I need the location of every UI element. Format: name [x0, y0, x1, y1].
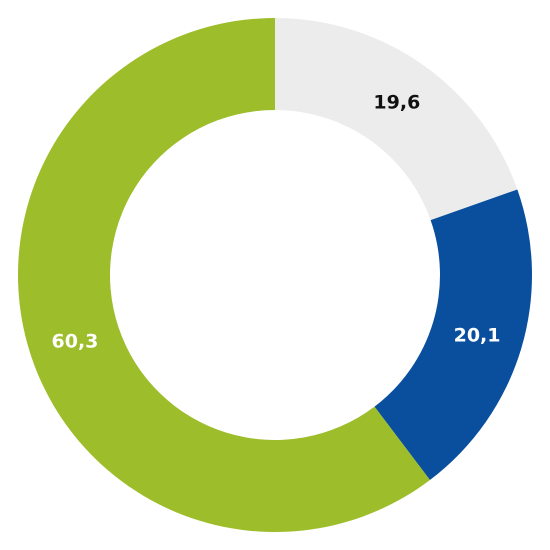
value-label: 60,3	[52, 331, 99, 353]
value-label: 20,1	[454, 324, 501, 346]
value-label: 19,6	[373, 91, 420, 113]
donut-segment	[374, 189, 532, 481]
donut-segment	[17, 18, 430, 532]
donut-segment	[275, 18, 518, 221]
